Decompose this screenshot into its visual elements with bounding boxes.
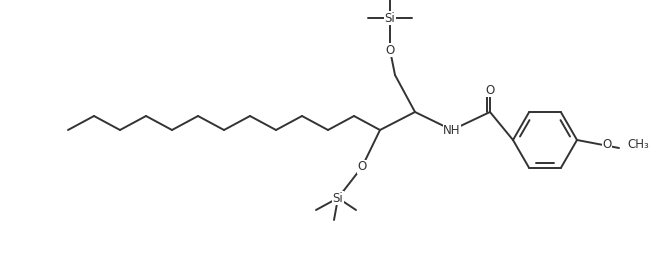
Text: O: O: [357, 161, 367, 174]
Text: CH₃: CH₃: [627, 139, 649, 151]
Text: O: O: [603, 139, 612, 151]
Text: Si: Si: [385, 11, 395, 25]
Text: O: O: [385, 44, 394, 56]
Text: O: O: [485, 84, 495, 97]
Text: Si: Si: [333, 192, 343, 205]
Text: NH: NH: [444, 123, 461, 137]
